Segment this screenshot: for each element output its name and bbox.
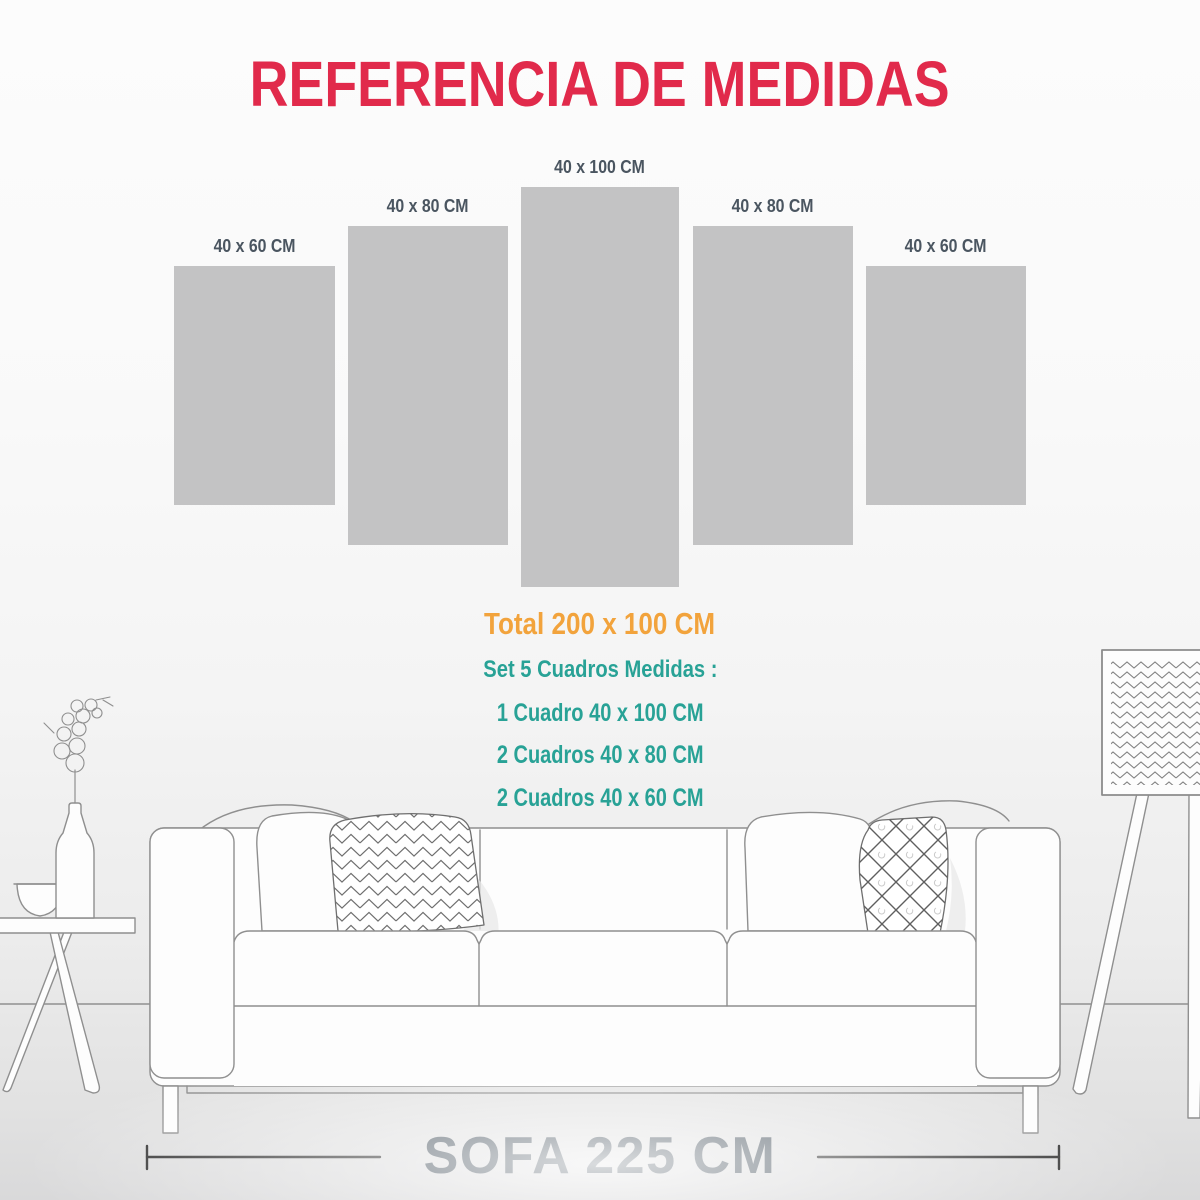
- sofa-line-art: [149, 800, 1061, 1134]
- total-size-label: Total 200 x 100 CM: [484, 606, 716, 641]
- panel-size-label: 40 x 60 CM: [905, 236, 987, 256]
- set-heading: Set 5 Cuadros Medidas :: [482, 656, 718, 683]
- canvas-panel-40x60-right: 40 x 60 CM: [866, 236, 1026, 505]
- side-table-line-art: [0, 917, 136, 1094]
- set-item-40x100: 1 Cuadro 40 x 100 CM: [496, 699, 704, 727]
- canvas-panel-40x80-left: 40 x 80 CM: [348, 196, 508, 545]
- set-item-40x80: 2 Cuadros 40 x 80 CM: [496, 741, 704, 769]
- canvas-panel-40x60-left: 40 x 60 CM: [174, 236, 335, 505]
- sofa-arm-right: [975, 827, 1061, 1079]
- set-item-40x60: 2 Cuadros 40 x 60 CM: [496, 784, 704, 812]
- canvas-panel-40x80-right: 40 x 80 CM: [693, 196, 853, 545]
- pillow-plain-right: [744, 811, 874, 932]
- canvas-panel-40x100-center: 40 x 100 CM: [521, 157, 679, 587]
- panel-size-label: 40 x 80 CM: [732, 196, 814, 216]
- sofa-measure-label: SOFA 225 CM: [423, 1127, 777, 1185]
- page-title: REFERENCIA DE MEDIDAS: [250, 48, 950, 120]
- panel-size-label: 40 x 100 CM: [554, 157, 646, 177]
- sofa-arm-left: [149, 827, 235, 1079]
